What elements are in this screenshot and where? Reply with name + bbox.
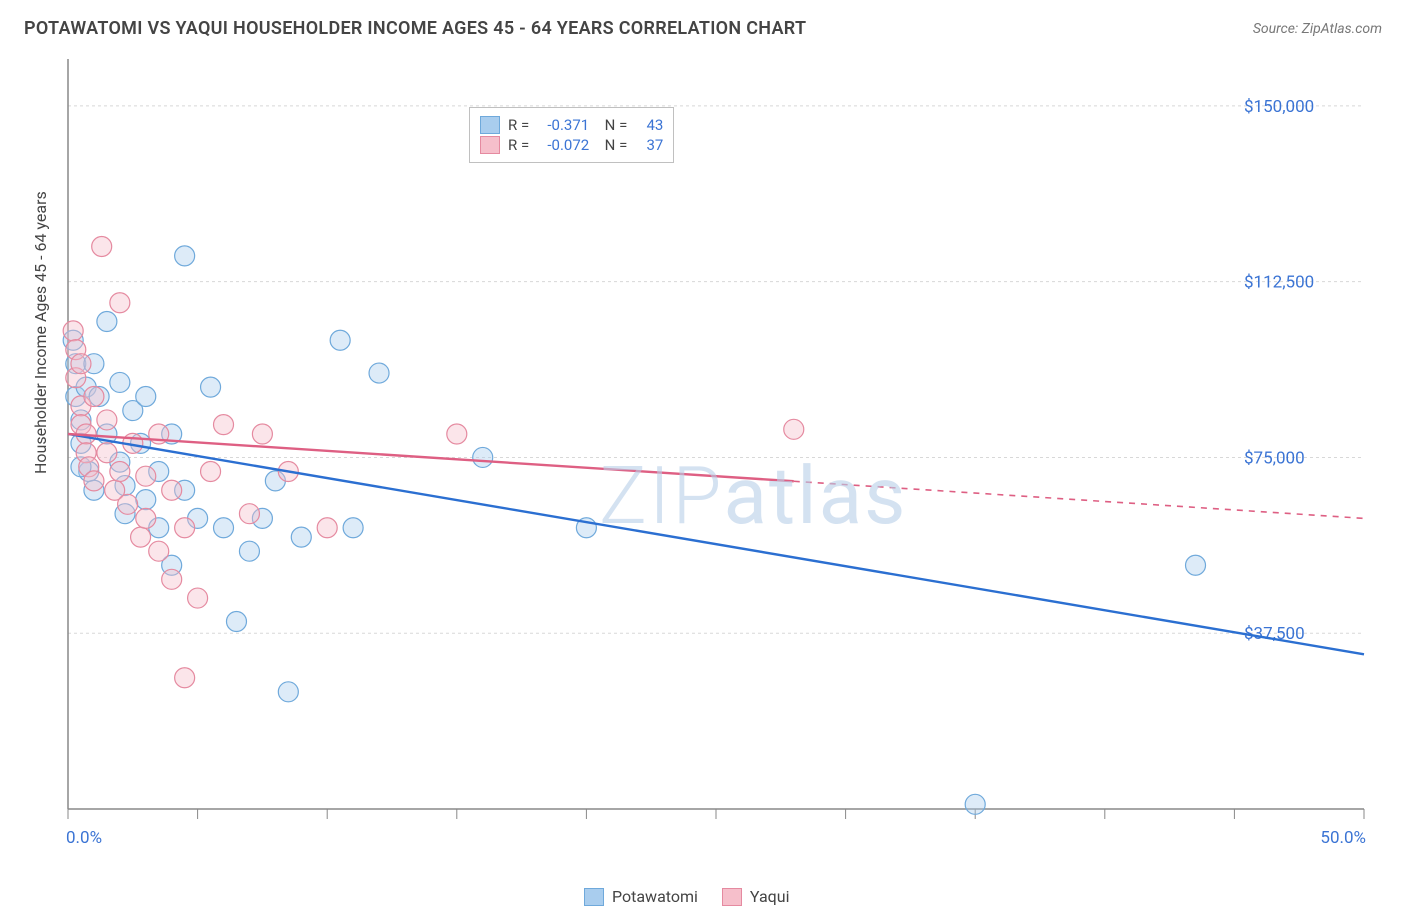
- data-point: [1186, 555, 1206, 575]
- data-point: [175, 246, 195, 266]
- r-value-yaqui: -0.072: [537, 136, 589, 154]
- data-point: [92, 237, 112, 257]
- data-point: [369, 363, 389, 383]
- trend-line-dashed: [794, 481, 1364, 518]
- correlation-stats-box: R = -0.371 N = 43 R = -0.072 N = 37: [469, 107, 674, 163]
- data-point: [136, 387, 156, 407]
- data-point: [278, 682, 298, 702]
- data-point: [226, 612, 246, 632]
- data-point: [136, 466, 156, 486]
- n-value-potawatomi: 43: [635, 116, 663, 134]
- stats-row-yaqui: R = -0.072 N = 37: [480, 136, 663, 154]
- data-point: [136, 490, 156, 510]
- data-point: [136, 508, 156, 528]
- swatch-yaqui: [480, 136, 500, 154]
- data-point: [97, 443, 117, 463]
- data-point: [239, 541, 259, 561]
- header: POTAWATOMI VS YAQUI HOUSEHOLDER INCOME A…: [0, 0, 1406, 49]
- data-point: [330, 330, 350, 350]
- data-point: [201, 462, 221, 482]
- legend-item-yaqui: Yaqui: [722, 887, 790, 906]
- data-point: [71, 354, 91, 374]
- data-point: [131, 527, 151, 547]
- n-value-yaqui: 37: [635, 136, 663, 154]
- data-point: [162, 569, 182, 589]
- y-tick-label: $37,500: [1244, 624, 1305, 644]
- data-point: [317, 518, 337, 538]
- data-point: [447, 424, 467, 444]
- data-point: [175, 668, 195, 688]
- y-tick-label: $150,000: [1244, 97, 1314, 117]
- data-point: [63, 321, 83, 341]
- data-point: [162, 480, 182, 500]
- data-point: [110, 462, 130, 482]
- chart-title: POTAWATOMI VS YAQUI HOUSEHOLDER INCOME A…: [24, 18, 806, 39]
- swatch-yaqui: [722, 888, 742, 906]
- data-point: [149, 541, 169, 561]
- x-max-label: 50.0%: [1320, 828, 1366, 848]
- source-label: Source: ZipAtlas.com: [1253, 21, 1382, 37]
- trend-line: [68, 434, 1364, 654]
- data-point: [188, 588, 208, 608]
- y-tick-label: $75,000: [1244, 448, 1305, 468]
- data-point: [252, 424, 272, 444]
- chart-container: $37,500 $75,000 $112,500 $150,000 0.0% 50.0% H…: [24, 49, 1382, 869]
- stats-row-potawatomi: R = -0.371 N = 43: [480, 116, 663, 134]
- y-tick-label: $112,500: [1244, 273, 1314, 293]
- data-point: [965, 794, 985, 814]
- data-point: [291, 527, 311, 547]
- legend-item-potawatomi: Potawatomi: [584, 887, 698, 906]
- data-point: [97, 312, 117, 332]
- swatch-potawatomi: [584, 888, 604, 906]
- data-point: [201, 377, 221, 397]
- data-point: [239, 504, 259, 524]
- data-point: [110, 372, 130, 392]
- y-axis-title: Householder Income Ages 45 - 64 years: [31, 191, 50, 474]
- data-point: [175, 518, 195, 538]
- series-legend: Potawatomi Yaqui: [584, 887, 789, 906]
- swatch-potawatomi: [480, 116, 500, 134]
- data-point: [214, 415, 234, 435]
- data-point: [784, 419, 804, 439]
- scatter-chart: $37,500 $75,000 $112,500 $150,000 0.0% 50.0% H…: [24, 49, 1382, 869]
- data-point: [118, 494, 138, 514]
- data-point: [84, 387, 104, 407]
- data-point: [473, 447, 493, 467]
- r-value-potawatomi: -0.371: [537, 116, 589, 134]
- data-point: [97, 410, 117, 430]
- data-point: [214, 518, 234, 538]
- data-point: [110, 293, 130, 313]
- data-point: [343, 518, 363, 538]
- data-point: [84, 471, 104, 491]
- x-min-label: 0.0%: [66, 828, 102, 848]
